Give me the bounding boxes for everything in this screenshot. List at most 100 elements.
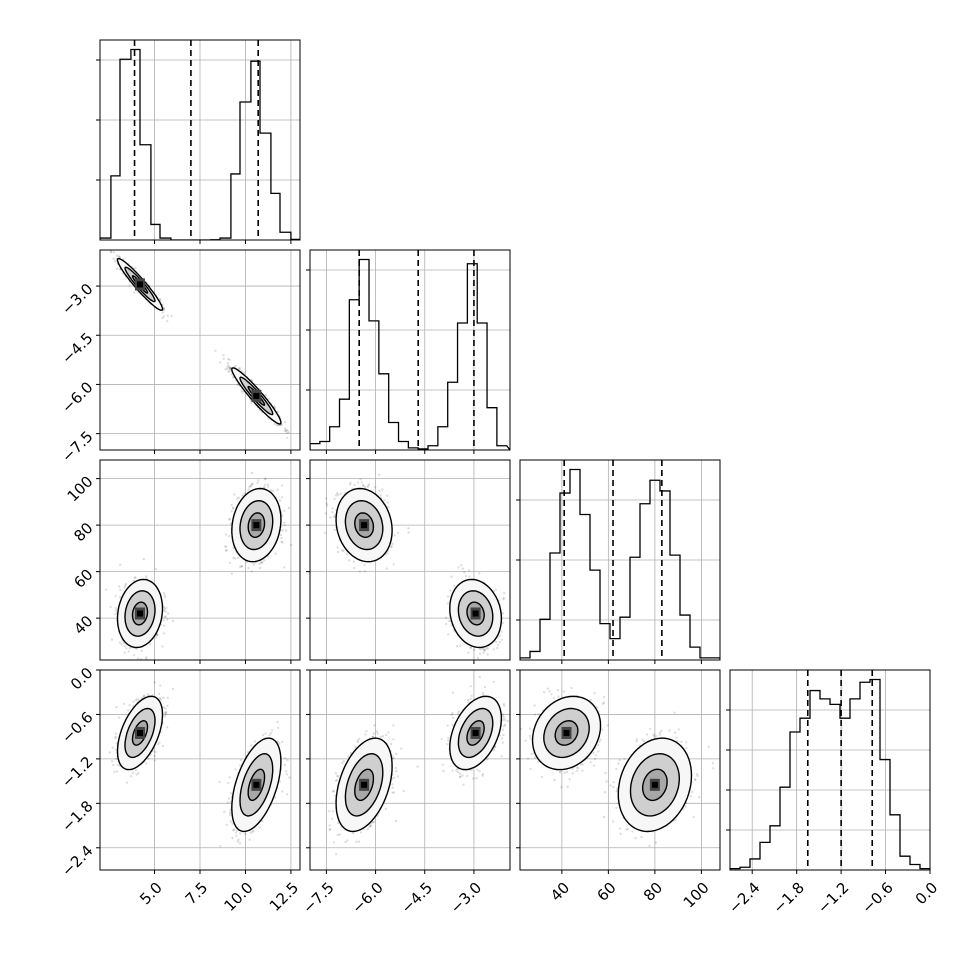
scatter-point bbox=[281, 541, 284, 544]
scatter-point bbox=[124, 582, 128, 586]
scatter-point bbox=[286, 429, 289, 432]
scatter-point bbox=[359, 478, 362, 481]
scatter-point bbox=[245, 561, 249, 564]
scatter-point bbox=[258, 562, 261, 566]
scatter-point bbox=[261, 561, 264, 564]
scatter-point bbox=[134, 576, 137, 579]
scatter-point bbox=[336, 546, 339, 549]
scatter-point bbox=[275, 424, 278, 427]
scatter-point bbox=[446, 595, 450, 598]
scatter-point bbox=[329, 516, 332, 519]
scatter-point bbox=[227, 364, 230, 367]
scatter-point bbox=[232, 556, 235, 560]
scatter-point bbox=[464, 575, 468, 578]
scatter-point bbox=[233, 557, 237, 560]
scatter-point bbox=[228, 365, 231, 369]
scatter-point bbox=[498, 640, 501, 644]
scatter-point bbox=[224, 533, 228, 536]
scatter-point bbox=[453, 584, 456, 587]
scatter-point bbox=[227, 370, 230, 373]
scatter-point bbox=[163, 595, 167, 599]
scatter-point bbox=[475, 663, 477, 665]
scatter-point bbox=[249, 484, 252, 487]
scatter-point bbox=[115, 607, 118, 610]
scatter-point bbox=[259, 561, 263, 564]
scatter-point bbox=[110, 638, 114, 641]
scatter-point bbox=[472, 648, 476, 651]
scatter-point bbox=[463, 570, 466, 574]
scatter-point bbox=[279, 533, 283, 537]
density-peak bbox=[253, 522, 260, 529]
scatter-point bbox=[494, 640, 498, 644]
scatter-point bbox=[459, 644, 462, 647]
scatter-point bbox=[407, 527, 410, 530]
scatter-point bbox=[228, 518, 231, 521]
scatter-point bbox=[123, 651, 127, 654]
scatter-point bbox=[166, 314, 169, 317]
scatter-point bbox=[224, 368, 227, 371]
scatter-point bbox=[468, 575, 471, 578]
scatter-point bbox=[390, 545, 393, 548]
scatter-point bbox=[336, 550, 340, 554]
scatter-point bbox=[132, 579, 136, 582]
scatter-point bbox=[264, 478, 267, 481]
scatter-point bbox=[219, 361, 222, 364]
scatter-point bbox=[114, 260, 117, 263]
scatter-point bbox=[257, 479, 260, 482]
scatter-point bbox=[224, 545, 227, 548]
scatter-point bbox=[231, 376, 235, 379]
panel-frame bbox=[309, 249, 511, 451]
scatter-point bbox=[225, 548, 228, 552]
scatter-point bbox=[236, 497, 239, 500]
scatter-point bbox=[445, 616, 448, 619]
scatter-point bbox=[149, 643, 152, 646]
scatter-point bbox=[501, 621, 504, 625]
scatter-point bbox=[236, 556, 240, 559]
scatter-point bbox=[285, 431, 288, 435]
scatter-point bbox=[283, 427, 287, 430]
scatter-point bbox=[222, 354, 225, 357]
scatter-point bbox=[467, 651, 470, 654]
scatter-point bbox=[502, 597, 506, 600]
scatter-point bbox=[251, 482, 254, 485]
scatter-point bbox=[483, 648, 487, 651]
scatter-point bbox=[162, 632, 166, 635]
scatter-point bbox=[362, 483, 365, 487]
scatter-point bbox=[135, 647, 138, 650]
scatter-point bbox=[228, 561, 232, 564]
scatter-point bbox=[133, 291, 136, 294]
scatter-point bbox=[166, 612, 170, 615]
scatter-point bbox=[283, 429, 286, 433]
scatter-point bbox=[482, 651, 485, 654]
scatter-point bbox=[273, 422, 276, 426]
scatter-point bbox=[469, 646, 473, 649]
scatter-point bbox=[280, 484, 284, 487]
scatter-point bbox=[162, 315, 165, 318]
scatter-point bbox=[283, 566, 286, 569]
scatter-point bbox=[445, 622, 448, 626]
scatter-point bbox=[162, 308, 166, 312]
scatter-point bbox=[496, 643, 500, 646]
scatter-point bbox=[156, 633, 159, 636]
scatter-panel-1-0 bbox=[96, 249, 301, 454]
histogram-series bbox=[100, 48, 300, 240]
scatter-point bbox=[271, 489, 275, 492]
scatter-point bbox=[284, 429, 288, 433]
scatter-point bbox=[164, 615, 167, 618]
scatter-point bbox=[123, 586, 126, 589]
scatter-point bbox=[229, 367, 232, 370]
scatter-point bbox=[479, 648, 482, 651]
scatter-point bbox=[228, 366, 232, 370]
scatter-point bbox=[239, 565, 242, 568]
scatter-point bbox=[302, 528, 304, 530]
scatter-point bbox=[486, 647, 490, 650]
scatter-point bbox=[385, 567, 388, 570]
scatter-point bbox=[241, 494, 244, 497]
scatter-point bbox=[230, 572, 234, 575]
scatter-point bbox=[161, 311, 164, 314]
scatter-point bbox=[145, 575, 148, 578]
scatter-point bbox=[226, 361, 229, 365]
scatter-point bbox=[377, 473, 381, 477]
scatter-point bbox=[116, 267, 119, 270]
scatter-point bbox=[114, 594, 117, 598]
